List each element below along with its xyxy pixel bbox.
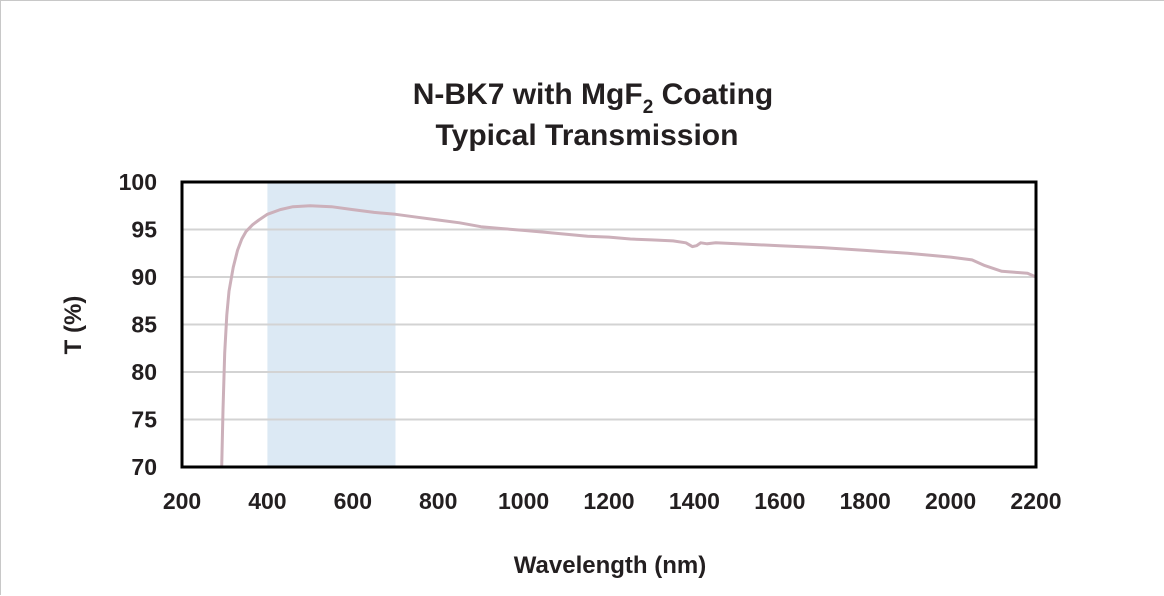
y-tick-label-70: 70	[131, 454, 157, 480]
x-axis-title: Wavelength (nm)	[514, 552, 706, 579]
x-tick-label-600: 600	[334, 488, 372, 514]
plot-area: 70 75 80 85 90 95 100 200 400 600 800 1000 1200 1400 1…	[119, 169, 1062, 514]
x-tick-label-800: 800	[419, 488, 457, 514]
y-tick-label-90: 90	[131, 264, 157, 290]
x-tick-label-1400: 1400	[669, 488, 720, 514]
x-tick-label-1600: 1600	[754, 488, 805, 514]
x-tick-label-2200: 2200	[1010, 488, 1061, 514]
chart-title-line2: Typical Transmission	[436, 119, 739, 152]
y-tick-label-75: 75	[131, 407, 157, 433]
y-axis-title: T (%)	[60, 296, 87, 355]
plot-frame	[180, 180, 1038, 469]
y-tick-label-85: 85	[131, 312, 157, 338]
series-line	[220, 204, 1037, 468]
chart-title-line1: N-BK7 with MgF2 Coating	[413, 78, 774, 118]
y-tick-label-80: 80	[131, 359, 157, 385]
x-tick-label-400: 400	[248, 488, 286, 514]
x-tick-label-1000: 1000	[498, 488, 549, 514]
y-tick-label-100: 100	[119, 169, 157, 195]
x-tick-label-200: 200	[163, 488, 201, 514]
y-tick-label-95: 95	[131, 217, 157, 243]
x-tick-label-1200: 1200	[583, 488, 634, 514]
x-tick-label-1800: 1800	[840, 488, 891, 514]
x-tick-label-2000: 2000	[925, 488, 976, 514]
